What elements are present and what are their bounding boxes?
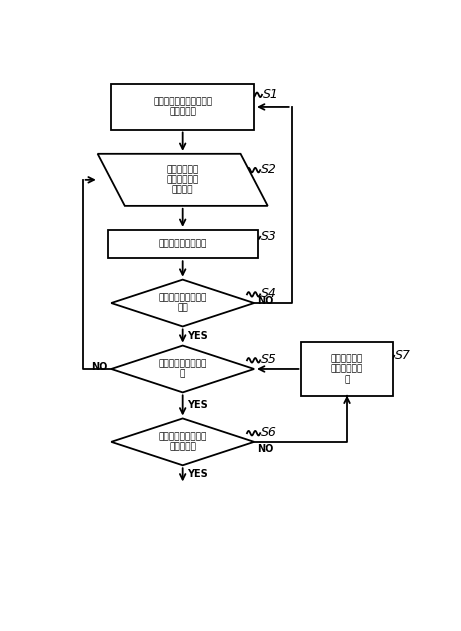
Polygon shape [111, 346, 254, 392]
FancyBboxPatch shape [301, 342, 393, 396]
Polygon shape [111, 280, 254, 326]
Text: 人工绘制规定图元的信号
平面布置图: 人工绘制规定图元的信号 平面布置图 [153, 97, 212, 117]
Text: NO: NO [257, 295, 273, 305]
Text: YES: YES [187, 401, 208, 410]
Text: S3: S3 [261, 230, 277, 242]
Text: YES: YES [187, 331, 208, 341]
Text: S4: S4 [261, 287, 277, 300]
Text: 自动计算区域内设备
光电缆总数: 自动计算区域内设备 光电缆总数 [159, 432, 207, 452]
FancyBboxPatch shape [107, 230, 258, 258]
Text: 自动进行单线转双线: 自动进行单线转双线 [159, 240, 207, 249]
Text: S7: S7 [395, 348, 411, 362]
Text: NO: NO [91, 362, 107, 372]
Text: S2: S2 [261, 163, 277, 176]
Polygon shape [111, 418, 254, 465]
Text: 自动识别设备属性及
配置: 自动识别设备属性及 配置 [159, 293, 207, 313]
Text: 自动识别设备连接关
系: 自动识别设备连接关 系 [159, 359, 207, 379]
Text: S6: S6 [261, 426, 277, 439]
Text: YES: YES [187, 469, 208, 479]
Polygon shape [98, 154, 268, 206]
FancyBboxPatch shape [111, 85, 254, 129]
Text: NO: NO [257, 444, 273, 454]
Text: 配置相关的设
备连接关系及
基本数据: 配置相关的设 备连接关系及 基本数据 [166, 165, 199, 195]
Text: 设备连接关系
人工确认及调
整: 设备连接关系 人工确认及调 整 [331, 354, 363, 384]
Text: S1: S1 [263, 88, 279, 100]
Text: S5: S5 [261, 353, 277, 366]
